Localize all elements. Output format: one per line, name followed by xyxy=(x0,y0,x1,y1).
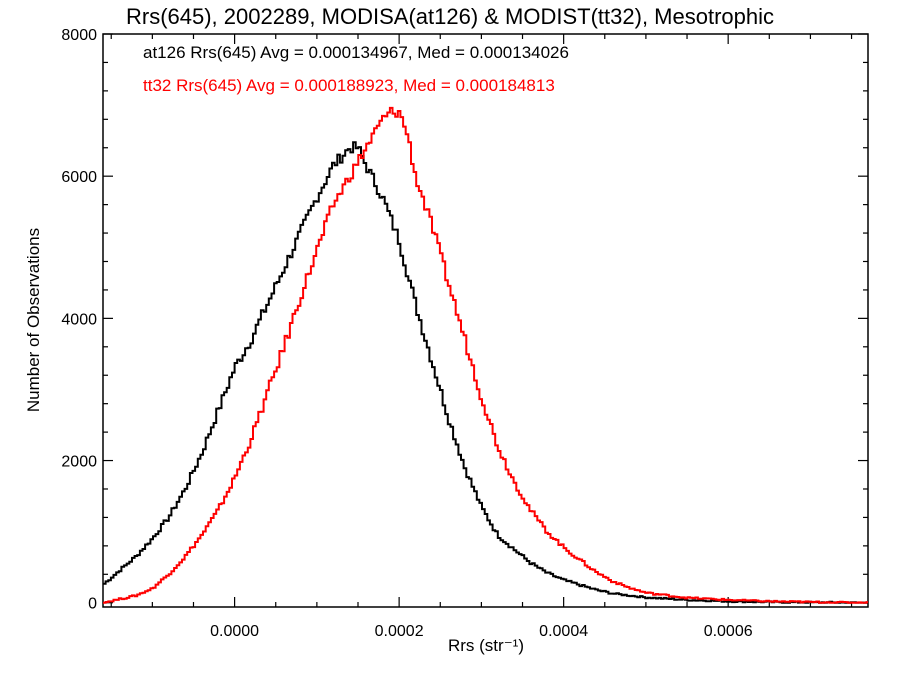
plot-frame xyxy=(102,33,869,608)
y-tick-label: 4000 xyxy=(61,311,97,328)
title: Rrs(645), 2002289, MODISA(at126) & MODIS… xyxy=(125,4,774,29)
annotation-1: at126 Rrs(645) Avg = 0.000134967, Med = … xyxy=(143,43,569,62)
x-tick-label: 0.0002 xyxy=(375,623,424,640)
y-tick-label: 2000 xyxy=(61,454,97,471)
annotation-2: tt32 Rrs(645) Avg = 0.000188923, Med = 0… xyxy=(143,76,555,95)
x-axis-label: Rrs (str⁻¹) xyxy=(447,636,524,655)
x-tick-label: 0.0000 xyxy=(210,623,259,640)
series-1-line xyxy=(103,141,868,604)
x-tick-label: 0.0006 xyxy=(704,623,753,640)
x-tick-label: 0.0004 xyxy=(539,623,588,640)
series-2-line xyxy=(103,106,868,604)
y-axis-label: Number of Observations xyxy=(24,227,43,413)
y-tick-label: 0 xyxy=(88,596,97,613)
y-tick-label: 8000 xyxy=(61,27,97,44)
y-tick-label: 6000 xyxy=(61,169,97,186)
